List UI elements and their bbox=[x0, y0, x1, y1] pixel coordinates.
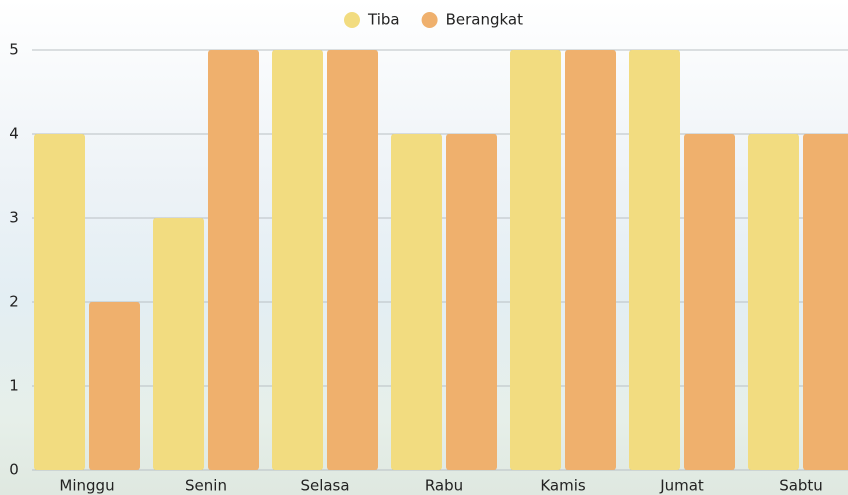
bar bbox=[208, 50, 259, 470]
legend-label: Berangkat bbox=[446, 11, 524, 29]
bar bbox=[34, 134, 85, 470]
x-tick-label: Selasa bbox=[300, 477, 349, 495]
x-tick-label: Rabu bbox=[425, 477, 463, 495]
bar bbox=[565, 50, 616, 470]
y-tick-label: 4 bbox=[9, 125, 19, 143]
x-tick-label: Kamis bbox=[540, 477, 586, 495]
bar bbox=[446, 134, 497, 470]
x-tick-label: Senin bbox=[185, 477, 227, 495]
bar bbox=[803, 134, 848, 470]
bar bbox=[327, 50, 378, 470]
bar bbox=[684, 134, 735, 470]
y-tick-label: 0 bbox=[9, 461, 19, 479]
x-tick-label: Minggu bbox=[59, 477, 114, 495]
bar bbox=[272, 50, 323, 470]
bar bbox=[153, 218, 204, 470]
bar bbox=[510, 50, 561, 470]
y-tick-label: 1 bbox=[9, 377, 19, 395]
legend-marker bbox=[344, 12, 360, 28]
bar bbox=[391, 134, 442, 470]
legend-label: Tiba bbox=[367, 11, 400, 29]
x-tick-label: Jumat bbox=[659, 477, 704, 495]
bar bbox=[748, 134, 799, 470]
bar bbox=[89, 302, 140, 470]
legend-marker bbox=[422, 12, 438, 28]
y-tick-label: 3 bbox=[9, 209, 19, 227]
y-tick-label: 2 bbox=[9, 293, 19, 311]
chart: 0 1 2 3 4 5 Minggu Senin Selasa Rabu Kamis Jumat Sab… bbox=[0, 0, 848, 495]
bar bbox=[629, 50, 680, 470]
y-tick-label: 5 bbox=[9, 41, 19, 59]
x-tick-label: Sabtu bbox=[779, 477, 823, 495]
